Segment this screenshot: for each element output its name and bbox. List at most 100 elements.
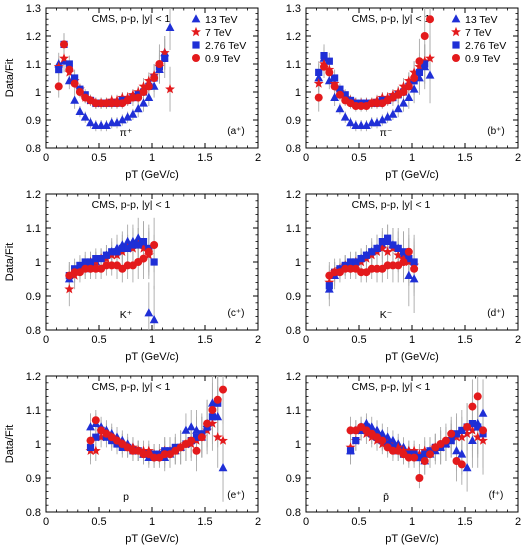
panel-tag: (f⁺)	[489, 490, 504, 501]
data-point-circle	[155, 60, 164, 68]
data-point-circle	[208, 406, 217, 414]
x-tick-label: 1	[149, 152, 155, 164]
data-point-square	[71, 74, 79, 82]
data-point-star	[218, 435, 228, 445]
x-tick-label: 0.5	[91, 334, 106, 346]
data-point-triangle	[362, 120, 371, 129]
data-point-circle	[335, 90, 344, 99]
legend-marker	[452, 54, 460, 62]
data-point-circle	[441, 436, 450, 445]
data-point-circle	[399, 258, 408, 266]
data-point-star	[143, 75, 154, 86]
data-point-square	[474, 423, 482, 431]
data-point-triangle	[80, 112, 90, 121]
data-point-circle	[192, 446, 201, 455]
data-point-triangle	[388, 109, 398, 118]
legend-marker	[451, 14, 461, 23]
data-point-circle	[91, 416, 100, 425]
data-point-circle	[410, 453, 419, 462]
data-point-square	[352, 437, 360, 445]
data-point-circle	[399, 88, 408, 96]
data-point-circle	[463, 423, 472, 431]
data-point-circle	[150, 241, 159, 249]
data-point-square	[139, 238, 148, 246]
data-point-triangle	[86, 118, 95, 127]
y-tick-label: 1.2	[286, 189, 301, 201]
panel-tag: (a⁺)	[227, 126, 245, 137]
y-tick-label: 0.8	[26, 507, 41, 519]
legend-label: 2.76 TeV	[465, 40, 506, 52]
x-tick-label: 2	[255, 152, 261, 164]
data-point-square	[129, 241, 137, 249]
x-axis-label: pT (GeV/c)	[385, 169, 439, 181]
x-tick-label: 0.5	[351, 516, 366, 528]
data-point-square	[134, 241, 142, 249]
data-point-square	[468, 420, 477, 428]
data-point-circle	[203, 419, 212, 428]
panel-title: CMS, p-p, |y| < 1	[92, 13, 171, 25]
data-point-square	[161, 54, 169, 62]
y-tick-label: 1.3	[26, 3, 41, 15]
data-point-square	[405, 255, 413, 263]
data-point-star	[138, 243, 149, 253]
data-point-circle	[70, 79, 79, 88]
data-point-star	[138, 81, 149, 91]
particle-label: π⁺	[120, 127, 133, 139]
data-point-star	[345, 442, 356, 452]
data-point-square	[410, 258, 418, 266]
data-point-circle	[410, 264, 419, 273]
y-tick-label: 1.1	[286, 405, 301, 417]
data-point-star	[159, 47, 170, 58]
data-point-square	[415, 454, 424, 462]
data-point-circle	[60, 40, 69, 49]
legend-label: 13 TeV	[205, 14, 238, 26]
x-tick-label: 2	[515, 334, 521, 346]
x-tick-label: 0.5	[91, 516, 106, 528]
legend-marker	[192, 54, 200, 62]
data-point-square	[394, 244, 402, 252]
x-tick-label: 2	[515, 516, 521, 528]
data-point-circle	[86, 436, 95, 445]
data-point-circle	[420, 457, 429, 465]
data-point-circle	[447, 429, 456, 438]
data-point-square	[352, 258, 360, 266]
data-point-triangle	[409, 84, 419, 93]
y-tick-label: 0.8	[286, 507, 301, 519]
x-tick-label: 0.5	[351, 152, 366, 164]
data-point-star	[313, 78, 324, 88]
y-axis-label: Data/Fit	[4, 59, 16, 98]
data-point-square	[384, 234, 392, 242]
data-point-circle	[404, 82, 413, 91]
data-point-circle	[187, 436, 196, 445]
y-tick-label: 1.1	[286, 223, 301, 235]
data-point-triangle	[133, 104, 143, 113]
x-tick-label: 0	[303, 152, 309, 164]
data-point-triangle	[128, 109, 138, 118]
y-tick-label: 0.9	[286, 291, 301, 303]
x-tick-label: 0.5	[351, 334, 366, 346]
data-point-circle	[468, 402, 477, 411]
data-point-triangle	[181, 425, 191, 434]
data-point-triangle	[144, 308, 154, 317]
panel-tag: (b⁺)	[487, 126, 505, 137]
x-tick-label: 1	[409, 334, 415, 346]
data-point-star	[377, 243, 388, 253]
x-tick-label: 1.5	[457, 334, 472, 346]
data-point-triangle	[346, 118, 355, 127]
data-point-circle	[473, 392, 482, 401]
data-point-circle	[479, 426, 488, 435]
data-point-triangle	[165, 22, 175, 31]
data-point-circle	[139, 254, 148, 263]
legend-label: 0.9 TeV	[205, 53, 240, 65]
y-axis-label: Data/Fit	[4, 243, 16, 282]
data-point-star	[165, 84, 175, 94]
data-point-square	[76, 261, 84, 269]
data-point-circle	[404, 247, 413, 256]
data-point-triangle	[377, 115, 387, 124]
x-tick-label: 0	[43, 516, 49, 528]
legend-label: 13 TeV	[465, 14, 498, 26]
x-tick-label: 1	[149, 334, 155, 346]
y-tick-label: 0.9	[286, 473, 301, 485]
x-tick-label: 0	[303, 516, 309, 528]
